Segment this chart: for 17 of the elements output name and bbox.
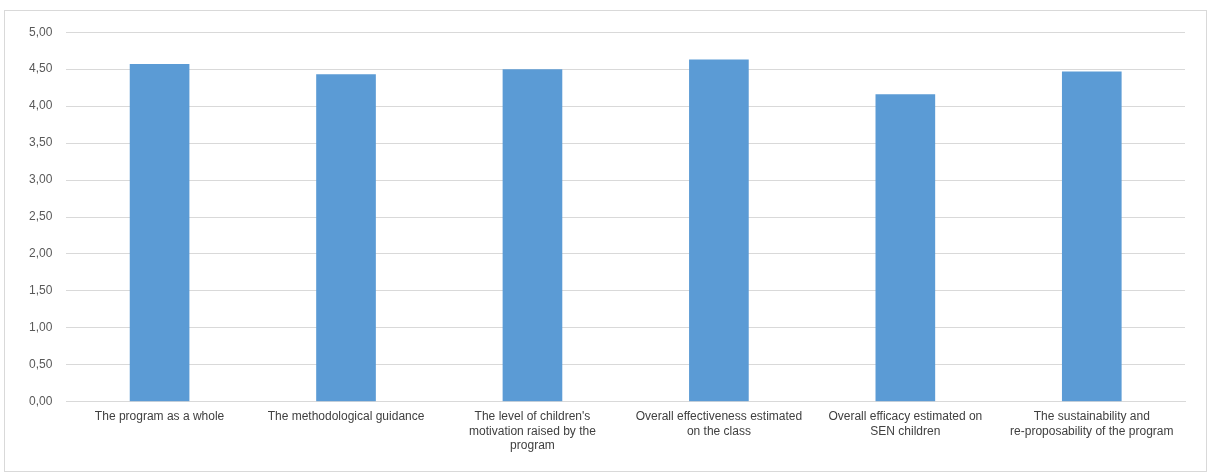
x-tick-label: Overall efficacy estimated on SEN children	[828, 409, 983, 438]
y-tick-label: 3,50	[29, 135, 53, 150]
y-tick-label: 0,50	[29, 357, 53, 372]
x-tick-label: The program as a whole	[94, 409, 225, 424]
y-tick-label: 2,50	[29, 209, 53, 224]
x-tick-label: The methodological guidance	[267, 409, 425, 424]
y-tick-label: 1,00	[29, 320, 53, 335]
x-tick-label: The sustainability and re-proposability of the program	[1010, 409, 1174, 438]
y-tick-label: 3,00	[29, 172, 53, 187]
y-tick-label: 2,00	[29, 246, 53, 261]
x-tick-label: Overall effectiveness estimated on the class	[635, 409, 803, 438]
y-tick-label: 4,50	[29, 61, 53, 76]
y-tick-label: 0,00	[29, 394, 53, 409]
y-tick-label: 5,00	[29, 24, 53, 39]
y-tick-label: 1,50	[29, 283, 53, 298]
x-tick-label: The level of children's motivation raised by the program	[469, 409, 597, 453]
y-tick-label: 4,00	[29, 98, 53, 113]
